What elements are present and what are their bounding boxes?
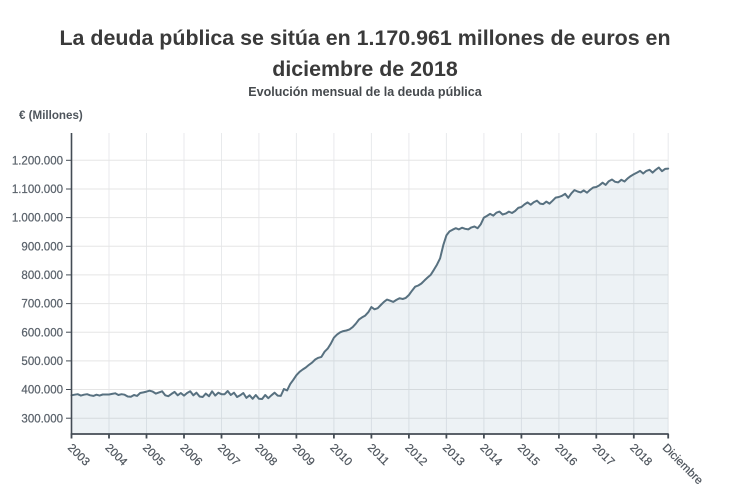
svg-text:2007: 2007 [215, 442, 242, 469]
svg-text:2005: 2005 [140, 442, 167, 469]
svg-text:2006: 2006 [178, 442, 205, 469]
svg-text:300.000: 300.000 [21, 413, 63, 425]
svg-text:2009: 2009 [290, 442, 317, 469]
svg-text:600.000: 600.000 [21, 327, 63, 339]
svg-text:2012: 2012 [402, 442, 429, 469]
svg-text:1.200.000: 1.200.000 [12, 155, 63, 167]
svg-text:2003: 2003 [65, 442, 92, 469]
svg-text:2008: 2008 [252, 442, 279, 469]
svg-text:800.000: 800.000 [21, 270, 63, 282]
svg-text:400.000: 400.000 [21, 385, 63, 397]
svg-text:2010: 2010 [327, 442, 354, 469]
svg-text:2017: 2017 [590, 442, 617, 469]
svg-text:900.000: 900.000 [21, 241, 63, 253]
svg-text:2018: 2018 [627, 442, 654, 469]
svg-text:2014: 2014 [477, 442, 504, 469]
svg-text:2011: 2011 [365, 442, 391, 468]
svg-text:2013: 2013 [440, 442, 467, 469]
svg-text:700.000: 700.000 [21, 299, 63, 311]
svg-text:1.100.000: 1.100.000 [12, 184, 63, 196]
svg-text:500.000: 500.000 [21, 356, 63, 368]
svg-text:Diciembre: Diciembre [660, 442, 705, 487]
svg-text:2016: 2016 [552, 442, 579, 469]
svg-text:2004: 2004 [103, 442, 130, 469]
svg-text:2015: 2015 [515, 442, 542, 469]
svg-text:1.000.000: 1.000.000 [12, 213, 63, 225]
